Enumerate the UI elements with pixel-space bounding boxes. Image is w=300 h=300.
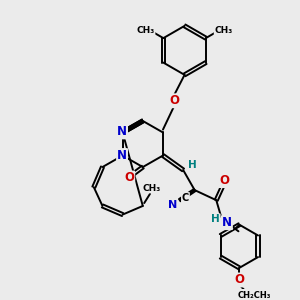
Text: CH₃: CH₃ [136,26,154,34]
Text: N: N [168,200,177,209]
Text: O: O [124,172,134,184]
Text: O: O [169,94,179,107]
Text: N: N [117,149,127,162]
Text: H: H [188,160,197,170]
Text: CH₂CH₃: CH₂CH₃ [238,291,271,300]
Text: O: O [234,274,244,286]
Text: CH₃: CH₃ [214,26,233,34]
Text: O: O [219,174,229,187]
Text: H: H [211,214,220,224]
Text: C: C [182,193,189,203]
Text: N: N [117,125,127,138]
Text: N: N [222,216,232,229]
Text: CH₃: CH₃ [142,184,160,193]
